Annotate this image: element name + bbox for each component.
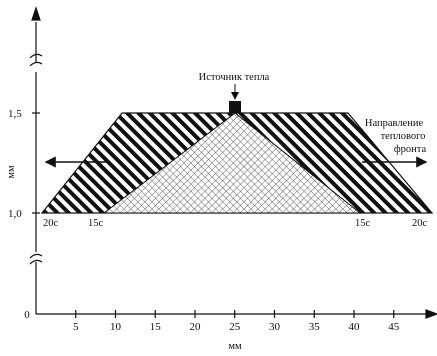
x-tick-label: 30 <box>269 321 281 333</box>
x-tick-label: 25 <box>229 321 241 333</box>
time-label-left-inner: 15c <box>88 218 104 229</box>
time-label-right-inner: 15c <box>355 218 371 229</box>
x-tick-label: 15 <box>150 321 162 333</box>
x-axis <box>36 309 437 319</box>
front-direction-label-1: Направление <box>365 118 424 129</box>
x-axis-label: мм <box>228 341 242 351</box>
x-tick-label: 10 <box>110 321 122 333</box>
front-direction-label-2: теплового <box>381 131 426 142</box>
y-axis-label: мм <box>6 165 17 179</box>
y-tick-1-5: 1,5 <box>8 108 22 120</box>
x-tick-label: 35 <box>309 321 321 333</box>
front-direction-label-3: фронта <box>394 144 427 155</box>
x-tick-label: 40 <box>349 321 361 333</box>
x-axis-ticks: 0 5 10 15 20 25 30 35 40 45 <box>24 309 400 333</box>
x-tick-label: 20 <box>190 321 202 333</box>
time-label-right-outer: 20c <box>412 218 428 229</box>
x-tick-label: 5 <box>73 321 79 333</box>
y-tick-1-0: 1,0 <box>8 208 22 220</box>
time-label-left-outer: 20c <box>43 218 59 229</box>
x-tick-label: 45 <box>388 321 400 333</box>
heat-source-label: Источник тепла <box>199 72 270 83</box>
x-tick-label: 0 <box>24 309 30 321</box>
inner-front-region <box>102 112 362 214</box>
y-axis <box>29 6 43 314</box>
heat-source-block <box>229 101 241 113</box>
